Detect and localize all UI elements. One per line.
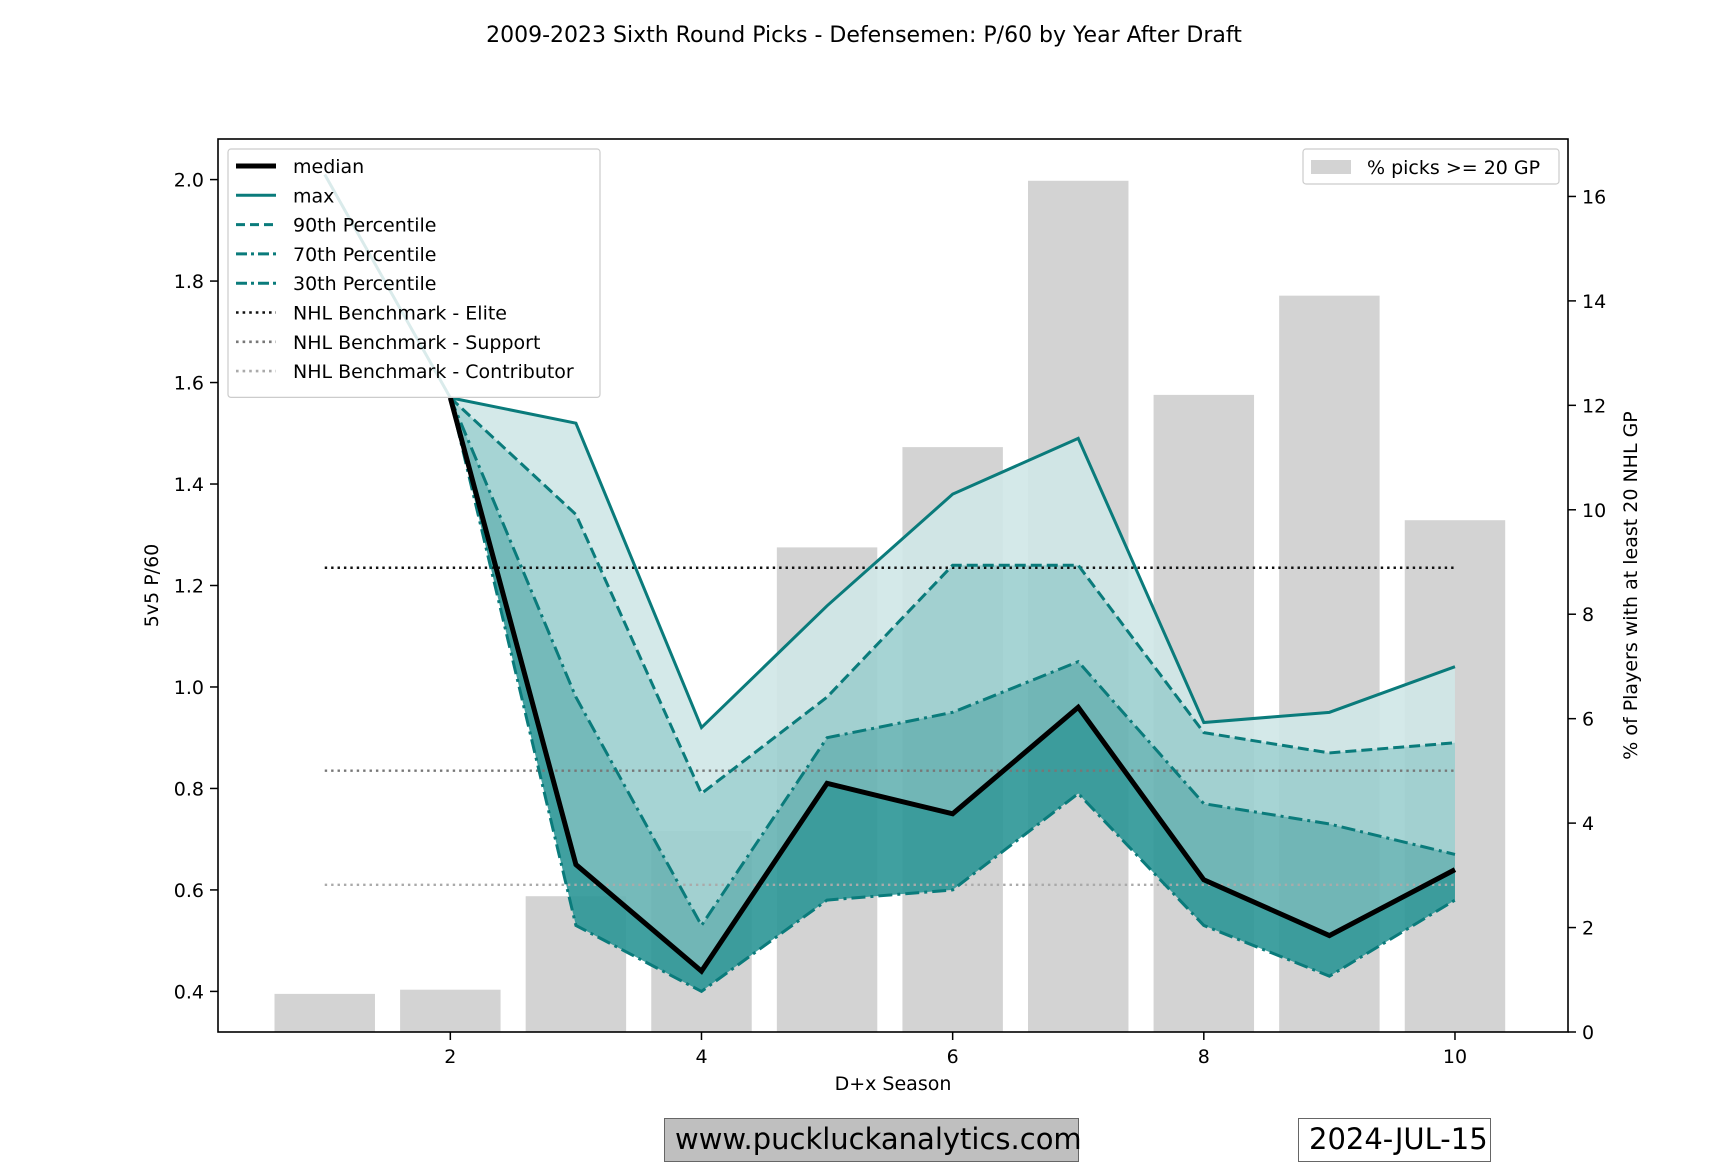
y2-tick-label-4: 4 <box>1582 813 1594 835</box>
y2-tick-label-14: 14 <box>1582 291 1606 313</box>
x-tick-label-6: 6 <box>947 1046 959 1068</box>
band-max-p90 <box>450 397 1455 794</box>
legend-bars-box <box>1302 148 1560 185</box>
band-p70-median <box>450 397 1455 972</box>
y-tick-label-2: 2.0 <box>174 170 204 192</box>
series-line-max <box>323 173 1456 731</box>
legend-label-2: 90th Percentile <box>293 215 436 237</box>
y2-axis: 0 2 4 6 8 10 12 14 16 <box>1568 186 1606 1044</box>
x-tick-label-2: 2 <box>444 1046 456 1068</box>
legend-box <box>227 148 601 398</box>
band-median-p30 <box>450 397 1455 992</box>
legend-bars: % picks >= 20 GP <box>1302 148 1560 185</box>
y-tick-label-0.4: 0.4 <box>174 981 204 1003</box>
band-p90-p70 <box>450 397 1455 926</box>
y2-tick-label-16: 16 <box>1582 186 1606 208</box>
bar-2 <box>400 989 501 1032</box>
x-tick-label-8: 8 <box>1198 1046 1210 1068</box>
x-axis: 2 4 6 8 10 <box>444 1032 1467 1068</box>
website-watermark: www.puckluckanalytics.com <box>664 1118 1082 1162</box>
legend-label-4: 30th Percentile <box>293 273 436 295</box>
y2-tick-label-12: 12 <box>1582 395 1606 417</box>
legend-lines: median max 90th Percentile 70th Percentile 3… <box>227 148 601 398</box>
y-axis: 0.4 0.6 0.8 1.0 1.2 1.4 1.6 1.8 2.0 <box>174 170 218 1003</box>
series-line-70th-percentile <box>448 397 1456 929</box>
y-tick-label-1.4: 1.4 <box>174 474 204 496</box>
series-line-median <box>447 397 1457 975</box>
y2-tick-label-8: 8 <box>1582 604 1594 626</box>
x-tick-label-4: 4 <box>695 1046 707 1068</box>
y2-tick-label-0: 0 <box>1582 1022 1594 1044</box>
chart-title: 2009-2023 Sixth Round Picks - Defensemen… <box>486 23 1242 48</box>
legend-bars-swatch <box>1311 160 1351 174</box>
y2-axis-label: % of Players with at least 20 NHL GP <box>1620 411 1642 760</box>
series-line-30th-percentile <box>448 397 1456 994</box>
legend-label-5: NHL Benchmark - Elite <box>293 303 507 325</box>
legend-label-6: NHL Benchmark - Support <box>293 332 540 354</box>
lines-layer <box>323 173 1457 994</box>
y-tick-label-1.2: 1.2 <box>174 576 204 598</box>
legend-label-1: max <box>293 185 334 207</box>
legend-label-3: 70th Percentile <box>293 244 436 266</box>
y2-tick-label-6: 6 <box>1582 709 1594 731</box>
series-line-90th-percentile <box>449 396 1456 796</box>
y-tick-label-1.8: 1.8 <box>174 271 204 293</box>
date-stamp: 2024-JUL-15 <box>1298 1118 1491 1162</box>
legend-label-0: median <box>293 156 364 178</box>
y-axis-label: 5v5 P/60 <box>141 544 163 628</box>
y-tick-label-1.6: 1.6 <box>174 373 204 395</box>
legend-label-7: NHL Benchmark - Contributor <box>293 361 574 383</box>
y-tick-label-0.8: 0.8 <box>174 778 204 800</box>
bands-layer <box>450 397 1455 992</box>
x-tick-label-10: 10 <box>1443 1046 1467 1068</box>
y-tick-label-0.6: 0.6 <box>174 880 204 902</box>
y2-tick-label-2: 2 <box>1582 918 1594 940</box>
bar-1 <box>274 993 375 1032</box>
y-tick-label-1: 1.0 <box>174 677 204 699</box>
benchmarks-layer <box>324 566 1455 887</box>
y2-tick-label-10: 10 <box>1582 500 1606 522</box>
x-axis-label: D+x Season <box>835 1073 952 1095</box>
legend-bars-label: % picks >= 20 GP <box>1367 157 1540 179</box>
